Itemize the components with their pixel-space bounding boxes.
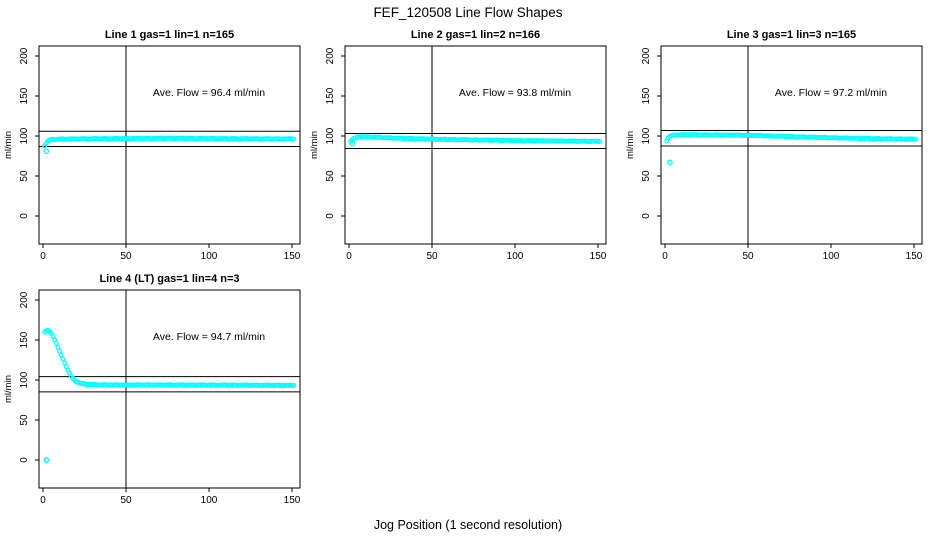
- y-axis-unit-label: ml/min: [3, 131, 14, 159]
- ave-flow-annotation-line4: Ave. Flow = 94.7 ml/min: [152, 331, 266, 343]
- y-axis-unit-label: ml/min: [3, 375, 14, 403]
- panel-title-line3: Line 3 gas=1 lin=3 n=165: [726, 29, 857, 41]
- y-tick-label: 150: [19, 331, 30, 348]
- y-tick-label: 150: [325, 87, 336, 104]
- x-tick-label: 100: [823, 251, 840, 262]
- y-tick-label: 100: [19, 371, 30, 388]
- data-point: [57, 348, 63, 354]
- y-tick-label: 200: [325, 47, 336, 64]
- x-tick-label: 150: [590, 251, 607, 262]
- panel-box: [38, 289, 301, 489]
- x-tick-label: 50: [426, 251, 438, 262]
- data-point: [597, 138, 603, 144]
- x-tick-label: 0: [662, 251, 668, 262]
- x-tick-label: 150: [906, 251, 923, 262]
- x-axis-label: Jog Position (1 second resolution): [373, 518, 563, 532]
- y-tick-label: 200: [19, 291, 30, 308]
- panel-box: [38, 45, 301, 245]
- panel-title-line1: Line 1 gas=1 lin=1 n=165: [104, 29, 235, 41]
- panel-title-line2: Line 2 gas=1 lin=2 n=166: [410, 29, 541, 41]
- y-tick-label: 100: [641, 127, 652, 144]
- x-tick-label: 150: [284, 251, 301, 262]
- y-tick-label: 100: [19, 127, 30, 144]
- data-point: [60, 356, 66, 362]
- panel-box: [660, 45, 923, 245]
- x-tick-label: 50: [120, 495, 132, 506]
- x-tick-label: 150: [284, 495, 301, 506]
- outlier-point: [43, 148, 50, 155]
- ave-flow-annotation-line2: Ave. Flow = 93.8 ml/min: [458, 87, 572, 99]
- data-point: [291, 382, 297, 388]
- x-tick-label: 0: [40, 251, 46, 262]
- y-tick-label: 150: [19, 87, 30, 104]
- y-tick-label: 100: [325, 127, 336, 144]
- y-axis-unit-label: ml/min: [309, 131, 320, 159]
- x-tick-label: 0: [346, 251, 352, 262]
- x-tick-label: 100: [201, 251, 218, 262]
- x-tick-label: 50: [742, 251, 754, 262]
- outlier-point: [43, 457, 50, 463]
- x-tick-label: 100: [201, 495, 218, 506]
- y-tick-label: 0: [19, 457, 30, 463]
- ave-flow-annotation-line3: Ave. Flow = 97.2 ml/min: [774, 87, 888, 99]
- y-tick-label: 0: [19, 213, 30, 219]
- y-tick-label: 0: [325, 213, 336, 219]
- y-axis-unit-label: ml/min: [625, 131, 636, 159]
- x-tick-label: 100: [507, 251, 524, 262]
- y-tick-label: 50: [19, 170, 30, 182]
- y-tick-label: 50: [19, 414, 30, 426]
- y-tick-label: 150: [641, 87, 652, 104]
- x-tick-label: 50: [120, 251, 132, 262]
- y-tick-label: 50: [325, 170, 336, 182]
- figure-title: FEF_120508 Line Flow Shapes: [373, 5, 563, 20]
- panel-title-line4: Line 4 (LT) gas=1 lin=4 n=3: [99, 273, 240, 285]
- outlier-point: [349, 140, 356, 147]
- data-point: [53, 340, 59, 346]
- x-tick-label: 0: [40, 495, 46, 506]
- ave-flow-annotation-line1: Ave. Flow = 96.4 ml/min: [152, 87, 266, 99]
- y-tick-label: 200: [641, 47, 652, 64]
- panel-box: [344, 45, 607, 245]
- data-point: [913, 136, 919, 142]
- y-tick-label: 50: [641, 170, 652, 182]
- data-point: [55, 344, 61, 350]
- data-point: [58, 352, 64, 358]
- outlier-point: [667, 159, 673, 166]
- y-tick-label: 200: [19, 47, 30, 64]
- data-point: [291, 136, 297, 142]
- y-tick-label: 0: [641, 213, 652, 219]
